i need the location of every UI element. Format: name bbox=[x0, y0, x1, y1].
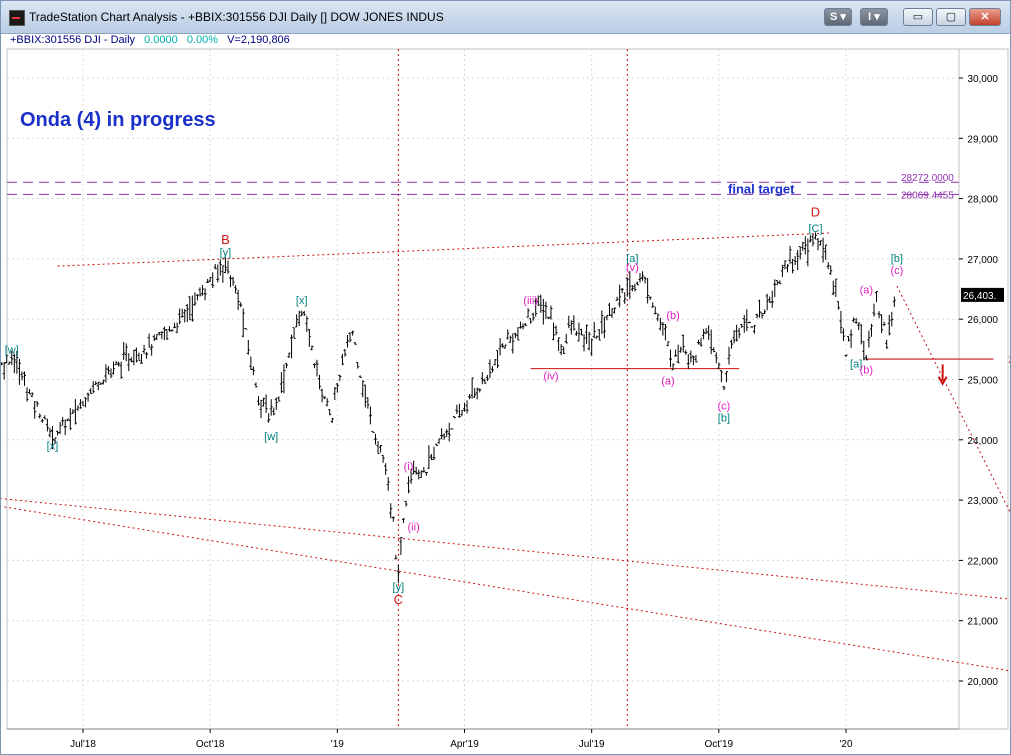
y-tick-label-1: 21,000 bbox=[967, 617, 998, 628]
wave-label-12: [a] bbox=[626, 253, 638, 265]
wave-label-16: (c) bbox=[718, 401, 731, 413]
symbol-label: +BBIX:301556 DJI - Daily bbox=[10, 34, 136, 46]
y-tick-label-4: 24,000 bbox=[967, 436, 998, 447]
down-arrow-head bbox=[937, 376, 948, 386]
wave-label-23: [b] bbox=[891, 253, 903, 265]
trend-line-0 bbox=[57, 232, 831, 267]
y-axis-panel bbox=[958, 48, 1009, 730]
tradestation-app-icon bbox=[9, 10, 25, 26]
wave-label-10: (iii) bbox=[523, 295, 538, 307]
wave-label-19: [C] bbox=[808, 223, 822, 235]
x-tick-label-4: Jul'19 bbox=[579, 739, 605, 750]
wave-label-4: [x] bbox=[296, 295, 308, 307]
volume-value: V=2,190,806 bbox=[227, 34, 290, 46]
change-value: 0.0000 bbox=[144, 34, 178, 46]
y-tick-label-7: 27,000 bbox=[967, 255, 998, 266]
i-menu-button[interactable]: I ▾ bbox=[860, 8, 888, 26]
wave-label-0: [w] bbox=[5, 345, 19, 357]
wave-label-8: [y] bbox=[393, 582, 405, 594]
y-tick-label-0: 20,000 bbox=[967, 677, 998, 688]
wave-label-13: (v) bbox=[626, 262, 639, 274]
y-tick-label-6: 26,000 bbox=[967, 315, 998, 326]
y-tick-label-9: 29,000 bbox=[967, 134, 998, 145]
wave-label-2: B bbox=[221, 232, 230, 247]
wave-label-11: (iv) bbox=[543, 371, 558, 383]
wave-label-7: (ii) bbox=[408, 521, 420, 533]
wave-label-18: D bbox=[811, 205, 820, 220]
minimize-button[interactable]: ▭ bbox=[903, 8, 933, 26]
window-title: TradeStation Chart Analysis - +BBIX:3015… bbox=[29, 10, 444, 24]
x-tick-label-3: Apr'19 bbox=[450, 739, 479, 750]
s-menu-button[interactable]: S ▾ bbox=[824, 8, 852, 26]
wave-label-9: C bbox=[394, 592, 403, 607]
support-label: 25.339 bbox=[1009, 354, 1010, 366]
x-tick-label-0: Jul'18 bbox=[70, 739, 96, 750]
chart-title: Onda (4) in progress bbox=[20, 109, 216, 131]
close-button[interactable]: ✕ bbox=[969, 8, 1001, 26]
x-tick-label-6: '20 bbox=[839, 739, 852, 750]
wave-label-20: (a) bbox=[860, 284, 873, 296]
last-price-marker bbox=[961, 287, 1004, 302]
status-line: +BBIX:301556 DJI - Daily 0.0000 0.00% V=… bbox=[10, 34, 296, 46]
x-tick-label-1: Oct'18 bbox=[196, 739, 225, 750]
trend-line-3 bbox=[896, 285, 1010, 514]
title-bar[interactable]: TradeStation Chart Analysis - +BBIX:3015… bbox=[1, 1, 1010, 34]
wave-label-5: [w] bbox=[264, 431, 278, 443]
x-tick-label-2: '19 bbox=[331, 739, 344, 750]
final-target-label: final target bbox=[728, 182, 795, 197]
wave-label-1: [x] bbox=[47, 440, 59, 452]
y-tick-label-10: 30,000 bbox=[967, 74, 998, 85]
x-tick-label-5: Oct'19 bbox=[705, 739, 734, 750]
wave-label-21: [a] bbox=[850, 358, 862, 370]
y-tick-label-8: 28,000 bbox=[967, 195, 998, 206]
wave-label-6: (i) bbox=[404, 461, 414, 473]
wave-label-15: (a) bbox=[661, 375, 674, 387]
change-pct-value: 0.00% bbox=[186, 34, 219, 46]
target-label-1: 28069.4455 bbox=[901, 190, 954, 201]
wave-label-24: (c) bbox=[890, 265, 903, 277]
last-price-label: 26,403. bbox=[963, 291, 996, 302]
wave-label-3: [y] bbox=[220, 247, 232, 259]
y-tick-label-3: 23,000 bbox=[967, 496, 998, 507]
y-tick-label-5: 25,000 bbox=[967, 376, 998, 387]
y-tick-label-2: 22,000 bbox=[967, 556, 998, 567]
maximize-button[interactable]: ▢ bbox=[936, 8, 966, 26]
wave-label-17: [b] bbox=[718, 413, 730, 425]
target-label-0: 28272.0000 bbox=[901, 173, 954, 184]
wave-label-14: (b) bbox=[666, 310, 679, 322]
plot-background bbox=[6, 48, 960, 730]
wave-label-22: (b) bbox=[860, 364, 873, 376]
